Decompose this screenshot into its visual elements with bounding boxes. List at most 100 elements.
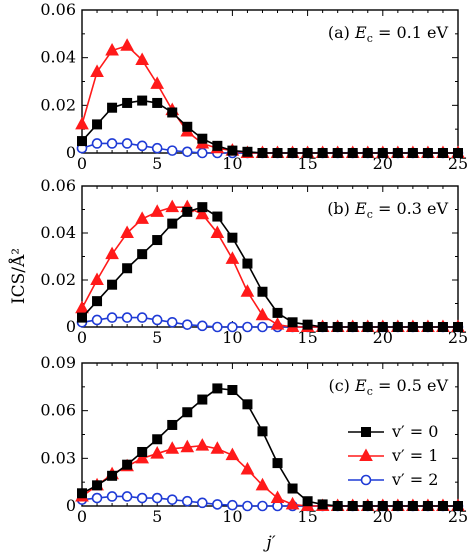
data-point xyxy=(227,385,238,396)
data-point xyxy=(77,136,87,147)
x-tick-label: 25 xyxy=(448,507,468,526)
data-point xyxy=(212,383,223,394)
data-point xyxy=(107,470,118,481)
x-tick-label: 15 xyxy=(297,507,317,526)
data-point xyxy=(136,492,148,504)
data-point xyxy=(453,322,463,332)
data-point xyxy=(392,322,403,332)
data-point xyxy=(285,496,300,510)
chart-panel-3: 0 5 10 15 20 25 0 0.03 0.06 0.09 (c) Ec = 0.5 eV xyxy=(40,353,468,526)
chart-panel-1: 0 5 10 15 20 25 0 0.02 0.04 0.06 (a) Ec = 0.1 eV xyxy=(40,0,468,173)
data-point xyxy=(122,459,133,470)
data-point xyxy=(197,133,208,144)
data-point xyxy=(242,321,253,333)
data-point xyxy=(150,446,165,459)
x-tick-label: 10 xyxy=(222,154,242,173)
legend: v′ = 0 v′ = 1 v′ = 2 xyxy=(348,422,438,489)
data-point xyxy=(135,211,150,224)
data-point xyxy=(227,499,238,511)
data-point xyxy=(180,439,195,453)
data-point xyxy=(437,322,448,332)
data-point xyxy=(227,321,238,333)
data-point xyxy=(225,447,240,461)
legend-entry: v′ = 1 xyxy=(348,446,438,465)
data-point xyxy=(167,107,178,118)
data-point xyxy=(105,42,119,56)
data-point xyxy=(181,495,193,507)
data-point xyxy=(272,307,283,318)
data-point xyxy=(407,501,418,511)
series-circle xyxy=(76,138,464,159)
legend-entry: v′ = 2 xyxy=(348,470,438,489)
data-point xyxy=(255,307,270,321)
series-square xyxy=(77,383,463,511)
y-tick-label: 0.09 xyxy=(40,353,76,372)
data-point xyxy=(287,317,298,328)
y-tick-label: 0.06 xyxy=(40,176,76,195)
y-axis-title: ICS/Å² xyxy=(8,248,29,304)
data-point xyxy=(165,199,180,213)
data-point xyxy=(150,204,165,217)
y-tick-label: 0 xyxy=(66,317,76,336)
data-point xyxy=(137,249,148,260)
data-point xyxy=(75,116,89,130)
data-point xyxy=(422,501,433,511)
data-point xyxy=(150,76,165,89)
data-point xyxy=(75,300,89,314)
data-point xyxy=(137,446,148,457)
data-point xyxy=(91,492,103,504)
data-point xyxy=(242,500,253,512)
data-point xyxy=(270,317,285,330)
panel-annotation: (b) Ec = 0.3 eV xyxy=(327,199,448,221)
data-point xyxy=(270,490,285,504)
data-point xyxy=(302,496,313,507)
data-point xyxy=(167,419,178,430)
data-point xyxy=(257,286,268,297)
series-square xyxy=(77,95,463,158)
data-point xyxy=(92,480,103,491)
data-point xyxy=(182,121,193,132)
data-point xyxy=(407,322,418,332)
x-tick-label: 15 xyxy=(297,328,317,347)
data-point xyxy=(377,148,388,158)
legend-marker xyxy=(361,427,371,437)
data-point xyxy=(332,148,343,158)
x-tick-label: 0 xyxy=(77,328,87,347)
x-tick-label: 20 xyxy=(373,328,393,347)
x-tick-label: 10 xyxy=(222,328,242,347)
data-point xyxy=(212,140,223,151)
data-point xyxy=(407,148,418,158)
x-tick-label: 15 xyxy=(297,154,317,173)
data-point xyxy=(302,148,313,158)
data-point xyxy=(242,399,253,410)
data-point xyxy=(195,438,210,451)
data-point xyxy=(210,225,225,238)
data-point xyxy=(437,148,448,158)
chart-panel-2: 0 5 10 15 20 25 0 0.02 0.04 0.06 (b) Ec = 0.3 eV xyxy=(40,176,468,347)
data-point xyxy=(362,148,373,158)
data-point xyxy=(182,407,193,418)
data-point xyxy=(392,501,403,511)
data-point xyxy=(105,246,119,260)
data-point xyxy=(347,322,358,332)
data-point xyxy=(106,312,118,323)
data-point xyxy=(317,148,328,158)
legend-label: v′ = 1 xyxy=(391,446,438,465)
data-point xyxy=(166,316,178,328)
legend-marker xyxy=(359,448,373,461)
y-tick-label: 0.03 xyxy=(40,448,76,467)
y-tick-label: 0.06 xyxy=(40,0,76,19)
series-line xyxy=(81,206,458,328)
x-tick-label: 5 xyxy=(152,507,162,526)
data-point xyxy=(362,322,373,332)
data-point xyxy=(91,138,103,149)
data-point xyxy=(120,225,134,238)
data-point xyxy=(121,138,133,149)
data-point xyxy=(197,202,208,213)
data-point xyxy=(317,499,328,510)
x-tick-label: 20 xyxy=(373,507,393,526)
panel-annotation: (c) Ec = 0.5 eV xyxy=(328,376,448,398)
data-point xyxy=(91,314,103,326)
x-tick-label: 5 xyxy=(152,328,162,347)
data-point xyxy=(255,477,270,491)
